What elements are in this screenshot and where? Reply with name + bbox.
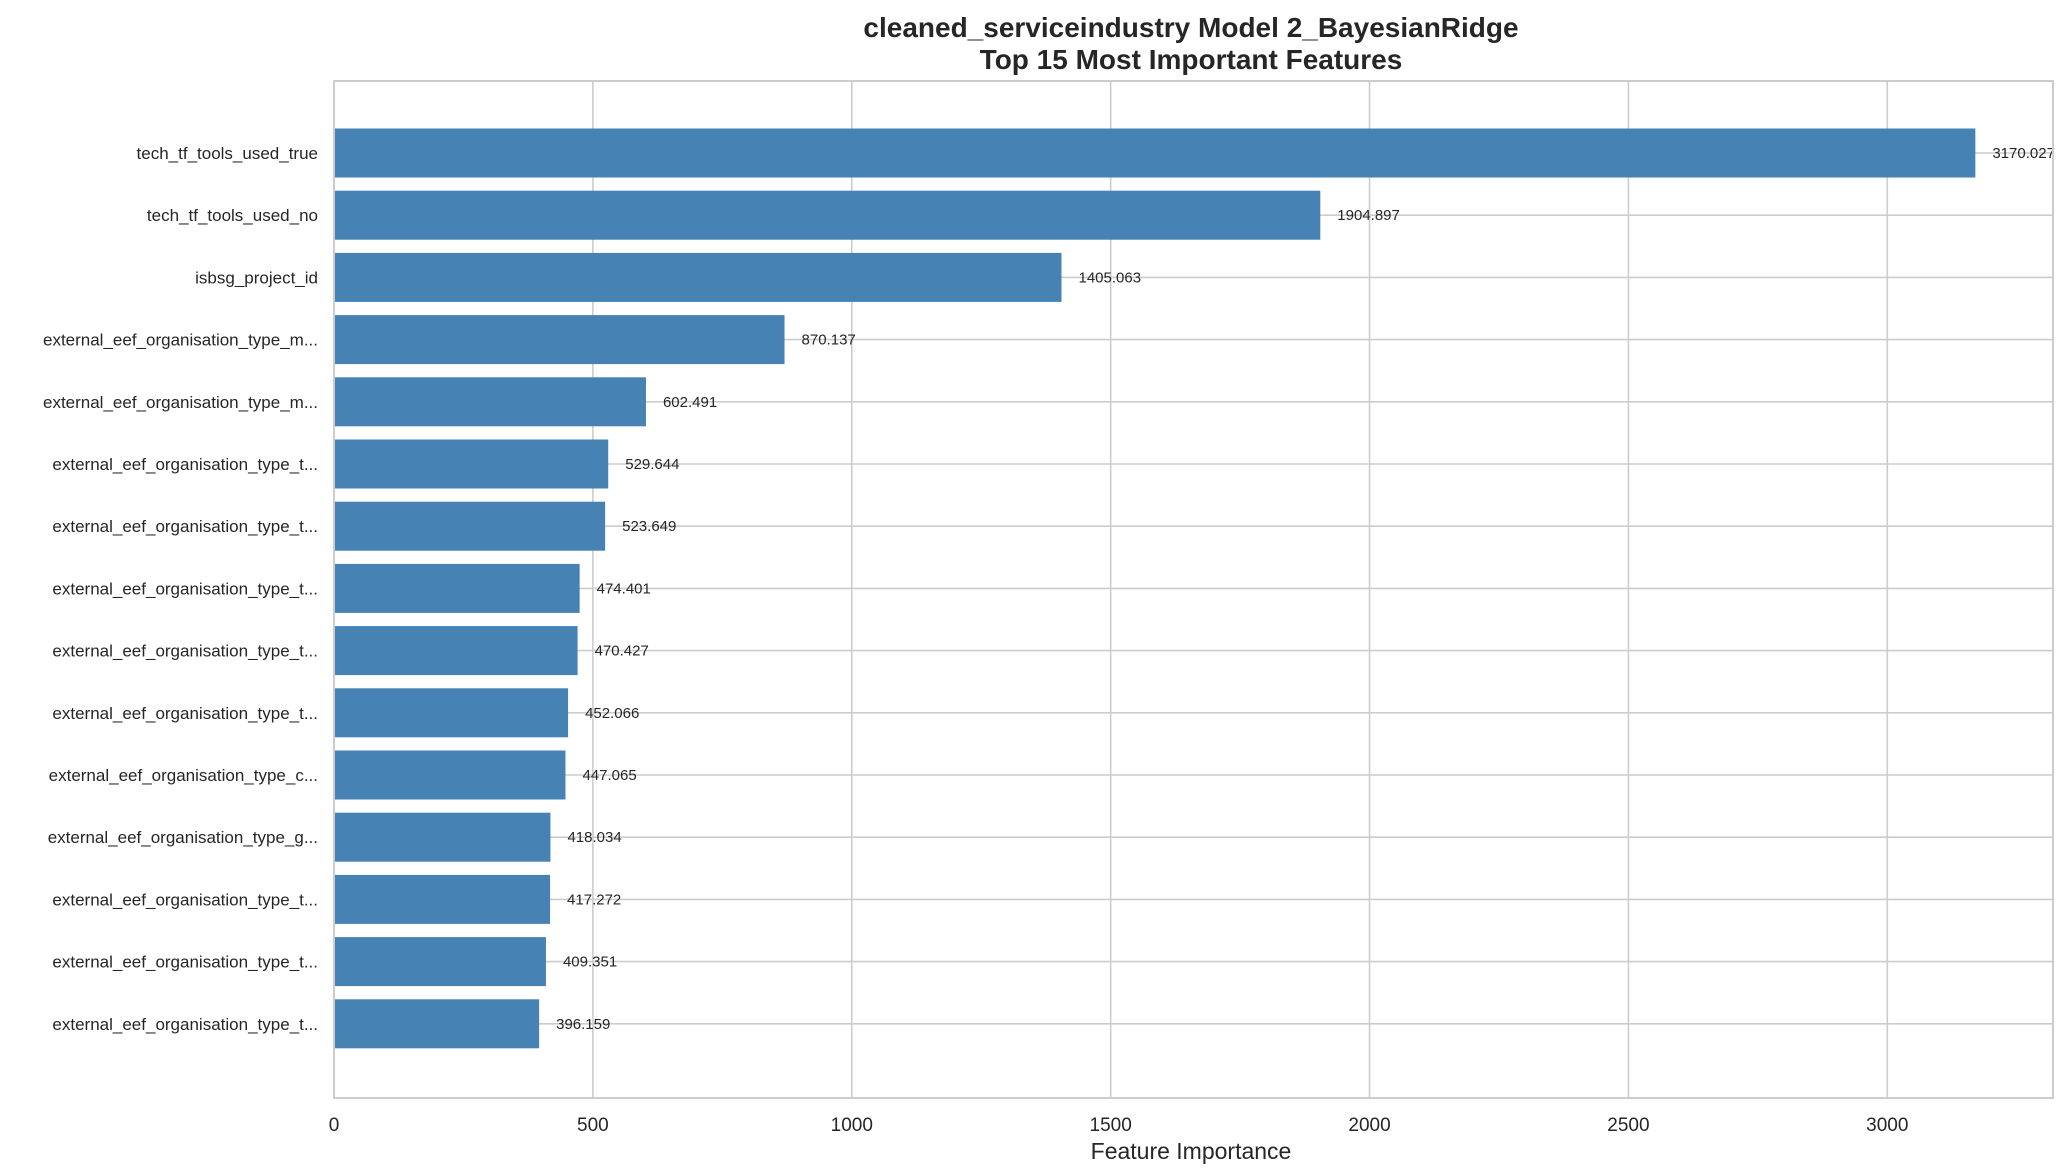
x-axis-label: Feature Importance — [1091, 1138, 1292, 1164]
y-tick-label: external_eef_organisation_type_t... — [52, 455, 318, 474]
y-tick-label: tech_tf_tools_used_true — [137, 144, 318, 163]
y-tick-label: external_eef_organisation_type_t... — [52, 953, 318, 972]
y-tick-label: tech_tf_tools_used_no — [147, 206, 318, 225]
data-label: 452.066 — [585, 705, 639, 722]
bar — [334, 688, 569, 738]
grid-layer — [333, 81, 2053, 1098]
plot-frame — [333, 80, 2054, 1099]
y-tick-label: isbsg_project_id — [195, 268, 318, 287]
bar — [334, 315, 785, 365]
data-label: 602.491 — [663, 394, 717, 411]
bars-layer — [334, 128, 1976, 1049]
x-tick-label: 0 — [329, 1115, 340, 1136]
plot-background — [334, 81, 2053, 1098]
labels-layer: 0 500 1000 1500 2000 2500 3000 tech_tf_tools_us… — [43, 144, 2055, 1136]
data-label: 1904.897 — [1337, 207, 1400, 224]
y-tick-label: external_eef_organisation_type_m... — [43, 393, 318, 412]
y-tick-label: external_eef_organisation_type_t... — [52, 579, 318, 598]
data-label: 470.427 — [595, 643, 649, 660]
bar — [334, 252, 1062, 302]
data-label: 523.649 — [622, 518, 676, 535]
chart-subtitle: Top 15 Most Important Features — [980, 44, 1403, 75]
x-tick-label: 500 — [577, 1115, 609, 1136]
bar — [334, 501, 606, 551]
y-tick-label: external_eef_organisation_type_t... — [52, 517, 318, 536]
y-tick-label: external_eef_organisation_type_t... — [52, 704, 318, 723]
data-label: 3170.027 — [1992, 145, 2055, 162]
x-tick-label: 1500 — [1090, 1115, 1132, 1136]
data-label: 870.137 — [802, 332, 856, 349]
bar — [334, 128, 1976, 178]
y-tick-label: external_eef_organisation_type_t... — [52, 642, 318, 661]
data-label: 447.065 — [582, 767, 636, 784]
data-label: 474.401 — [597, 580, 651, 597]
bar — [334, 874, 551, 924]
bar — [334, 439, 609, 489]
x-tick-label: 2000 — [1348, 1115, 1390, 1136]
y-tick-label: external_eef_organisation_type_t... — [52, 890, 318, 909]
bar — [334, 626, 578, 676]
x-tick-label: 2500 — [1607, 1115, 1649, 1136]
data-label: 529.644 — [625, 456, 679, 473]
y-tick-label: external_eef_organisation_type_c... — [49, 766, 318, 785]
data-label: 396.159 — [556, 1016, 610, 1033]
x-tick-label: 1000 — [831, 1115, 873, 1136]
y-tick-label: external_eef_organisation_type_m... — [43, 331, 318, 350]
data-label: 409.351 — [563, 954, 617, 971]
y-tick-label: external_eef_organisation_type_t... — [52, 1015, 318, 1034]
data-label: 418.034 — [567, 829, 621, 846]
bar — [334, 937, 546, 987]
bar — [334, 190, 1321, 240]
bar — [334, 812, 551, 862]
chart-title: cleaned_serviceindustry Model 2_Bayesian… — [863, 12, 1518, 43]
bar — [334, 377, 646, 427]
data-label: 417.272 — [567, 891, 621, 908]
bar — [334, 750, 566, 800]
bar — [334, 999, 540, 1049]
bar — [334, 563, 580, 613]
data-label: 1405.063 — [1079, 269, 1142, 286]
x-tick-label: 3000 — [1866, 1115, 1908, 1136]
y-tick-label: external_eef_organisation_type_g... — [48, 828, 318, 847]
